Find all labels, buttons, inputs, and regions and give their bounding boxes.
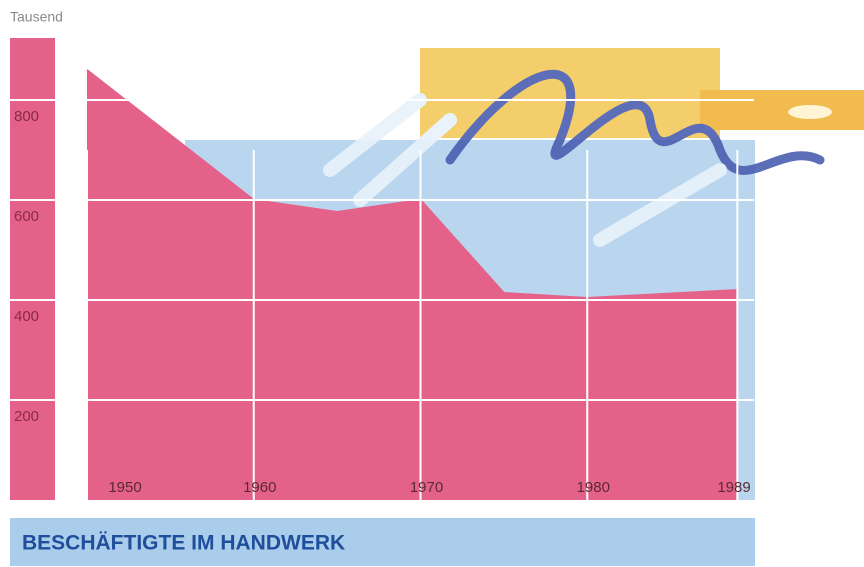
x-tick-label: 1960 — [243, 479, 276, 496]
spring — [445, 69, 825, 175]
x-tick-label: 1989 — [717, 479, 750, 496]
motion-streaks — [323, 93, 727, 247]
y-tick-label: 400 — [14, 308, 39, 325]
x-tick-label: 1980 — [577, 479, 610, 496]
x-tick-label: 1970 — [410, 479, 443, 496]
handle-slot — [788, 105, 832, 119]
axis-bar — [10, 38, 55, 500]
tools-illustration — [323, 48, 864, 247]
y-tick-label: 800 — [14, 108, 39, 125]
area-fill — [87, 70, 738, 500]
y-axis-unit: Tausend — [10, 9, 63, 25]
handle — [700, 90, 864, 130]
y-tick-label: 200 — [14, 408, 39, 425]
title-band — [10, 518, 755, 566]
x-tick-label: 1950 — [108, 479, 141, 496]
y-tick-label: 600 — [14, 208, 39, 225]
chart-title: BESCHÄFTIGTE IM HANDWERK — [22, 532, 345, 555]
